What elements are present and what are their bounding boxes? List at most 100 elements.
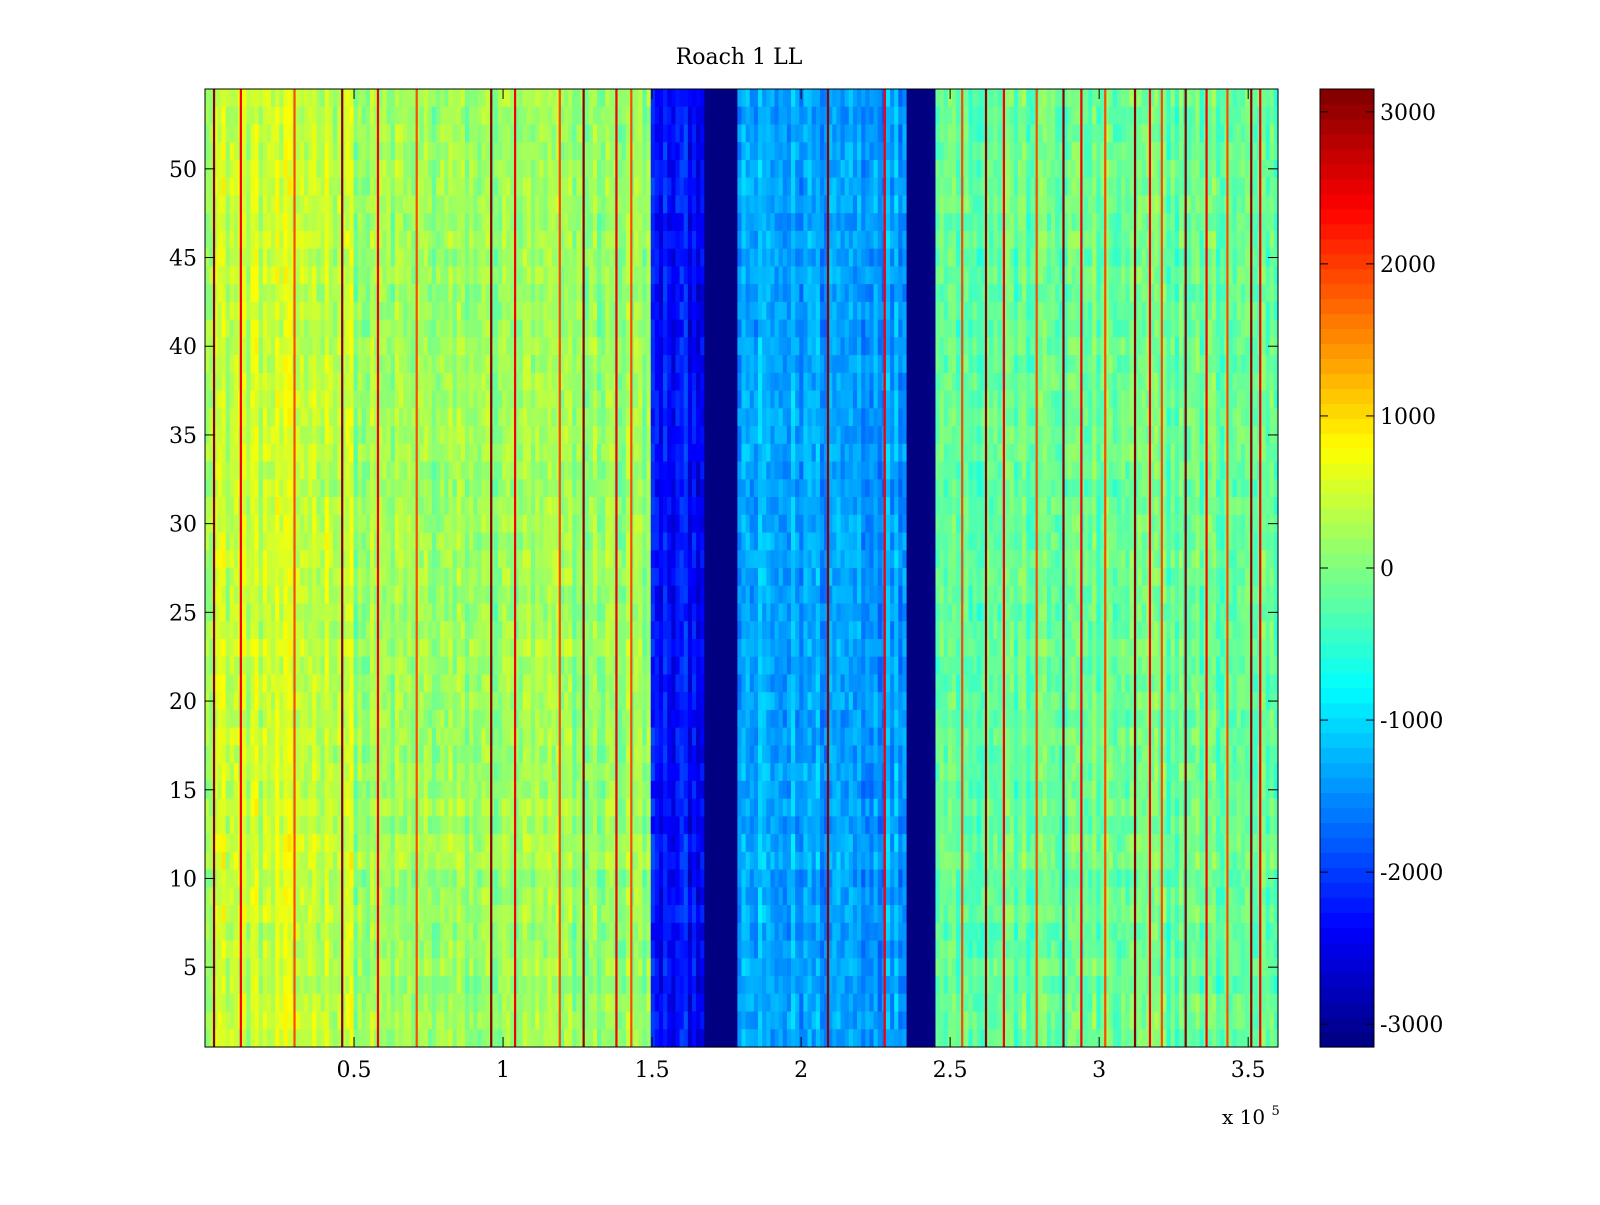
heatmap-cell [444, 195, 450, 214]
heatmap-cell [254, 355, 260, 374]
heatmap-cell [588, 89, 594, 108]
heatmap-cell [1071, 319, 1077, 338]
heatmap-cell [1117, 159, 1122, 179]
heatmap-cell [663, 230, 668, 250]
heatmap-cell [299, 142, 305, 161]
heatmap-cell [1022, 266, 1027, 285]
heatmap-cell [1088, 159, 1093, 179]
heatmap-cell [1108, 159, 1114, 179]
heatmap-cell [642, 124, 648, 143]
heatmap-cell [724, 142, 730, 161]
heatmap-cell [465, 355, 470, 374]
heatmap-cell [229, 213, 235, 232]
heatmap-cell [890, 230, 895, 250]
heatmap-cell [840, 372, 846, 392]
heatmap-cell [308, 408, 313, 427]
heatmap-cell [762, 230, 767, 250]
heatmap-cell [803, 301, 809, 321]
heatmap-cell [819, 195, 825, 214]
heatmap-cell [481, 177, 487, 197]
heatmap-cell [242, 266, 247, 285]
heatmap-cell [997, 177, 1003, 197]
heatmap-cell [807, 195, 813, 214]
heatmap-cell [378, 390, 384, 409]
heatmap-cell [865, 408, 871, 427]
heatmap-cell [353, 177, 359, 197]
heatmap-cell [1088, 266, 1093, 285]
heatmap-cell [477, 319, 483, 338]
heatmap-cell [539, 213, 545, 232]
heatmap-cell [687, 195, 693, 214]
heatmap-cell [601, 142, 606, 161]
heatmap-cell [217, 89, 223, 108]
heatmap-cell [498, 213, 503, 232]
heatmap-cell [555, 319, 561, 338]
heatmap-cell [242, 301, 247, 321]
heatmap-cell [502, 355, 507, 374]
heatmap-cell [1178, 89, 1184, 108]
heatmap-cell [786, 337, 792, 356]
heatmap-cell [341, 177, 346, 197]
heatmap-cell [403, 177, 408, 197]
heatmap-cell [262, 142, 268, 161]
heatmap-cell [927, 248, 932, 268]
heatmap-cell [341, 408, 346, 427]
heatmap-cell [993, 266, 998, 285]
heatmap-cell [1013, 142, 1019, 161]
heatmap-cell [531, 301, 536, 321]
heatmap-cell [720, 213, 726, 232]
heatmap-cell [279, 426, 285, 445]
heatmap-cell [857, 284, 862, 303]
heatmap-cell [588, 319, 594, 338]
heatmap-cell [415, 390, 421, 409]
heatmap-cell [939, 372, 945, 392]
heatmap-cell [469, 337, 474, 356]
heatmap-cell [758, 177, 763, 197]
heatmap-cell [506, 230, 511, 250]
heatmap-cell [931, 124, 937, 143]
heatmap-cell [411, 106, 417, 126]
heatmap-cell [308, 195, 313, 214]
heatmap-cell [394, 284, 400, 303]
heatmap-cell [448, 337, 454, 356]
heatmap-cell [786, 159, 792, 179]
heatmap-cell [506, 106, 511, 126]
heatmap-cell [258, 426, 264, 445]
heatmap-cell [766, 124, 771, 143]
heatmap-cell [700, 177, 705, 197]
heatmap-cell [671, 337, 677, 356]
heatmap-cell [378, 89, 384, 108]
heatmap-cell [766, 337, 771, 356]
heatmap-cell [481, 284, 487, 303]
heatmap-cell [716, 355, 722, 374]
heatmap-cell [989, 319, 994, 338]
heatmap-cell [1154, 106, 1159, 126]
heatmap-cell [778, 142, 784, 161]
heatmap-cell [704, 337, 710, 356]
heatmap-cell [1038, 284, 1044, 303]
heatmap-cell [980, 159, 986, 179]
heatmap-cell [1273, 284, 1279, 303]
heatmap-cell [283, 337, 289, 356]
heatmap-cell [671, 372, 677, 392]
heatmap-cell [811, 266, 817, 285]
heatmap-cell [1150, 337, 1155, 356]
heatmap-cell [1071, 284, 1077, 303]
heatmap-cell [431, 248, 437, 268]
heatmap-cell [473, 195, 478, 214]
heatmap-cell [923, 337, 928, 356]
heatmap-cell [1051, 284, 1056, 303]
heatmap-cell [1178, 106, 1184, 126]
heatmap-cell [605, 177, 611, 197]
heatmap-cell [1046, 177, 1052, 197]
heatmap-cell [246, 266, 251, 285]
heatmap-cell [630, 159, 635, 179]
heatmap-cell [1150, 319, 1155, 338]
heatmap-cell [485, 408, 491, 427]
heatmap-cell [976, 408, 982, 427]
heatmap-cell [1187, 195, 1192, 214]
heatmap-cell [1187, 142, 1192, 161]
heatmap-cell [481, 230, 487, 250]
heatmap-cell [559, 230, 565, 250]
heatmap-cell [1018, 177, 1023, 197]
